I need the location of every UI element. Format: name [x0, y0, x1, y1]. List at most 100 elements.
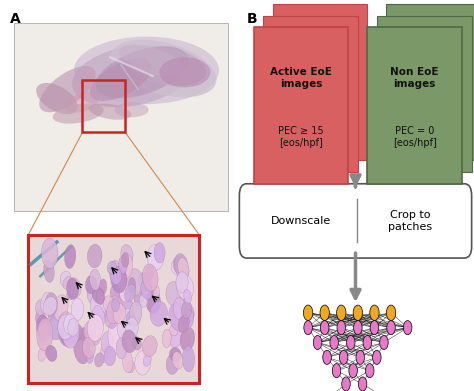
Circle shape	[303, 305, 313, 321]
Ellipse shape	[67, 278, 79, 300]
Ellipse shape	[101, 331, 113, 353]
Text: PEC ≥ 15
[eos/hpf]: PEC ≥ 15 [eos/hpf]	[278, 126, 324, 148]
Ellipse shape	[176, 274, 194, 300]
Circle shape	[353, 305, 363, 321]
Ellipse shape	[122, 330, 137, 353]
Ellipse shape	[87, 244, 102, 268]
Ellipse shape	[181, 301, 192, 319]
Ellipse shape	[58, 314, 73, 340]
Ellipse shape	[80, 328, 87, 341]
Text: A: A	[9, 12, 20, 26]
Ellipse shape	[90, 59, 152, 101]
Bar	[14, 23, 228, 211]
Ellipse shape	[173, 256, 183, 273]
Ellipse shape	[125, 317, 138, 339]
Ellipse shape	[71, 324, 82, 342]
Ellipse shape	[166, 354, 179, 375]
Ellipse shape	[121, 245, 133, 264]
Text: Downscale: Downscale	[271, 216, 331, 226]
Ellipse shape	[128, 278, 136, 292]
FancyBboxPatch shape	[239, 184, 472, 258]
Circle shape	[337, 305, 346, 321]
Ellipse shape	[104, 346, 116, 366]
Ellipse shape	[82, 337, 95, 358]
Ellipse shape	[54, 295, 68, 321]
Ellipse shape	[36, 318, 53, 351]
Ellipse shape	[119, 254, 133, 279]
Ellipse shape	[119, 45, 186, 77]
Circle shape	[358, 377, 367, 391]
Bar	[82, 80, 125, 132]
Ellipse shape	[61, 327, 73, 345]
Circle shape	[387, 321, 395, 335]
Ellipse shape	[126, 311, 135, 326]
Ellipse shape	[182, 333, 190, 347]
Ellipse shape	[111, 299, 119, 312]
Ellipse shape	[36, 83, 78, 114]
Text: B: B	[246, 12, 257, 26]
Ellipse shape	[46, 345, 57, 362]
Ellipse shape	[36, 315, 49, 339]
Ellipse shape	[182, 346, 195, 372]
Circle shape	[304, 321, 312, 335]
Circle shape	[330, 335, 338, 350]
Ellipse shape	[122, 252, 129, 267]
Ellipse shape	[67, 278, 81, 298]
Circle shape	[320, 305, 329, 321]
Text: Crop to
patches: Crop to patches	[388, 210, 432, 232]
Ellipse shape	[170, 348, 181, 361]
Ellipse shape	[74, 37, 219, 104]
Ellipse shape	[181, 263, 189, 277]
Ellipse shape	[134, 290, 144, 307]
Circle shape	[320, 321, 329, 335]
Circle shape	[346, 335, 355, 350]
Ellipse shape	[105, 301, 118, 328]
Ellipse shape	[116, 292, 133, 321]
Ellipse shape	[58, 323, 74, 347]
Ellipse shape	[92, 305, 105, 328]
Ellipse shape	[139, 294, 148, 307]
Ellipse shape	[44, 260, 54, 282]
Circle shape	[332, 364, 341, 378]
Ellipse shape	[108, 296, 123, 321]
Ellipse shape	[173, 298, 186, 320]
Ellipse shape	[64, 245, 76, 268]
Ellipse shape	[38, 348, 46, 361]
Circle shape	[337, 321, 346, 335]
Ellipse shape	[178, 258, 189, 278]
Ellipse shape	[58, 312, 73, 337]
Ellipse shape	[63, 276, 72, 289]
Ellipse shape	[123, 352, 133, 373]
Ellipse shape	[150, 301, 167, 326]
Ellipse shape	[178, 315, 190, 332]
Ellipse shape	[65, 92, 100, 113]
Ellipse shape	[182, 309, 194, 329]
Ellipse shape	[84, 321, 101, 346]
FancyBboxPatch shape	[367, 27, 462, 184]
Ellipse shape	[45, 292, 57, 316]
Ellipse shape	[159, 57, 210, 87]
Ellipse shape	[63, 318, 79, 348]
Ellipse shape	[109, 260, 120, 281]
Ellipse shape	[146, 290, 161, 314]
Ellipse shape	[105, 311, 113, 326]
Text: PEC = 0
[eos/hpf]: PEC = 0 [eos/hpf]	[393, 126, 437, 148]
Circle shape	[342, 377, 350, 391]
Ellipse shape	[170, 328, 182, 348]
Ellipse shape	[110, 285, 120, 301]
Ellipse shape	[116, 337, 127, 359]
Ellipse shape	[183, 303, 194, 321]
Circle shape	[370, 321, 379, 335]
Ellipse shape	[115, 102, 149, 117]
Ellipse shape	[85, 275, 97, 294]
Ellipse shape	[95, 353, 104, 367]
Circle shape	[365, 364, 374, 378]
Ellipse shape	[176, 272, 188, 293]
Ellipse shape	[174, 253, 188, 278]
Ellipse shape	[48, 316, 64, 340]
Ellipse shape	[143, 264, 158, 291]
Ellipse shape	[142, 336, 157, 357]
Ellipse shape	[60, 271, 71, 287]
Ellipse shape	[125, 284, 136, 302]
Ellipse shape	[127, 269, 143, 296]
